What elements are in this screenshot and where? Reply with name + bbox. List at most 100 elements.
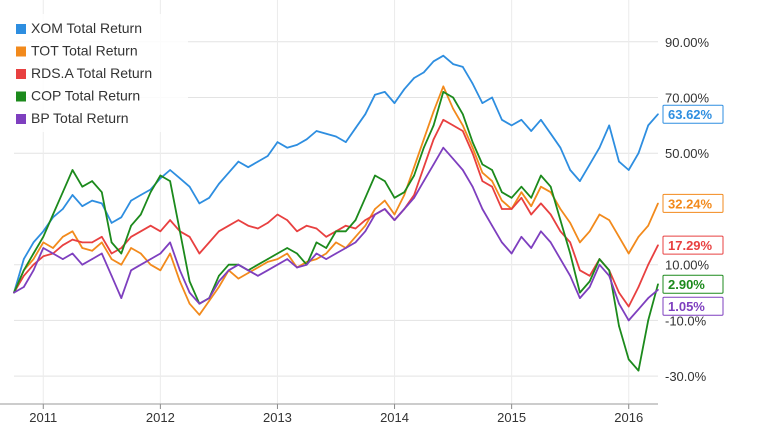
data-point bbox=[335, 230, 337, 233]
data-point bbox=[501, 119, 503, 121]
data-point bbox=[530, 247, 532, 249]
data-point bbox=[149, 224, 152, 227]
data-point bbox=[286, 146, 289, 149]
data-point bbox=[315, 252, 318, 255]
data-point bbox=[432, 138, 435, 141]
data-point bbox=[618, 325, 620, 327]
data-point bbox=[588, 286, 591, 288]
end-label-text: 17.29% bbox=[668, 238, 713, 253]
data-point bbox=[140, 213, 142, 216]
data-point bbox=[315, 258, 318, 260]
data-point bbox=[276, 213, 279, 216]
data-point bbox=[179, 230, 181, 233]
data-point bbox=[384, 208, 386, 210]
data-point bbox=[384, 199, 386, 202]
series-1 bbox=[13, 54, 659, 294]
data-point bbox=[325, 132, 328, 135]
data-point bbox=[647, 263, 649, 266]
legend-swatch bbox=[16, 91, 26, 102]
x-tick-label: 2014 bbox=[380, 410, 409, 425]
series-4 bbox=[13, 91, 659, 372]
data-point bbox=[657, 283, 659, 286]
data-point bbox=[510, 252, 513, 255]
data-point bbox=[198, 202, 201, 205]
data-point bbox=[657, 244, 659, 246]
end-label-box bbox=[662, 104, 724, 124]
data-point bbox=[413, 174, 415, 177]
data-point bbox=[657, 113, 659, 115]
data-point bbox=[608, 219, 610, 221]
data-point bbox=[130, 224, 132, 227]
data-point bbox=[423, 71, 425, 74]
data-point bbox=[237, 160, 240, 163]
data-point bbox=[296, 144, 298, 146]
end-label: 17.29% bbox=[662, 235, 724, 255]
data-point bbox=[569, 275, 571, 277]
data-point bbox=[208, 300, 210, 302]
data-point bbox=[569, 241, 571, 244]
data-point bbox=[120, 252, 123, 255]
legend-label: BP Total Return bbox=[31, 110, 129, 126]
data-point bbox=[462, 66, 464, 68]
data-point bbox=[559, 258, 562, 260]
data-point bbox=[198, 314, 201, 316]
legend-item: BP Total Return bbox=[16, 110, 129, 126]
data-point bbox=[384, 91, 386, 93]
data-point bbox=[296, 266, 298, 269]
data-point bbox=[637, 236, 640, 238]
data-point bbox=[42, 247, 45, 249]
data-point bbox=[13, 291, 15, 294]
legend-box bbox=[10, 14, 188, 132]
x-axis: 2011 2012 2013 2014 2015 2016 bbox=[0, 403, 658, 425]
data-point bbox=[305, 263, 308, 266]
data-point bbox=[637, 152, 640, 154]
data-point bbox=[71, 238, 74, 241]
data-point bbox=[471, 185, 474, 188]
data-point bbox=[423, 146, 425, 149]
data-point bbox=[110, 258, 113, 260]
data-point bbox=[393, 219, 396, 221]
legend-item: XOM Total Return bbox=[16, 20, 142, 36]
data-point bbox=[471, 146, 474, 149]
data-point bbox=[71, 169, 74, 171]
data-point bbox=[266, 222, 269, 224]
data-point bbox=[91, 258, 93, 260]
data-point bbox=[608, 124, 610, 127]
data-point bbox=[491, 180, 493, 182]
data-point bbox=[559, 219, 562, 221]
x-tick-label: 2013 bbox=[263, 410, 292, 425]
data-point bbox=[62, 191, 64, 193]
data-point bbox=[608, 269, 610, 272]
data-point bbox=[520, 191, 523, 193]
data-point bbox=[501, 191, 503, 193]
data-point bbox=[549, 132, 552, 135]
data-point bbox=[491, 169, 493, 171]
data-point bbox=[452, 158, 454, 160]
data-point bbox=[120, 263, 123, 266]
data-point bbox=[237, 263, 240, 266]
series-5 bbox=[13, 146, 659, 322]
data-point bbox=[598, 263, 601, 266]
data-point bbox=[169, 219, 171, 221]
x-tick-label: 2015 bbox=[497, 410, 526, 425]
end-label: 2.90% bbox=[662, 274, 724, 294]
data-point bbox=[530, 205, 532, 207]
legend-label: XOM Total Return bbox=[31, 20, 142, 36]
data-point bbox=[110, 222, 113, 224]
data-point bbox=[91, 250, 93, 252]
legend-label: COP Total Return bbox=[31, 88, 140, 104]
data-point bbox=[110, 252, 113, 255]
data-point bbox=[588, 163, 591, 166]
data-point bbox=[179, 177, 181, 180]
data-point bbox=[237, 277, 240, 280]
data-point bbox=[481, 102, 484, 104]
data-point bbox=[384, 180, 386, 182]
data-point bbox=[208, 241, 210, 244]
data-point bbox=[442, 54, 445, 57]
data-point bbox=[374, 208, 376, 210]
data-point bbox=[110, 241, 113, 244]
legend-label: TOT Total Return bbox=[31, 43, 138, 59]
data-point bbox=[286, 219, 289, 221]
data-point bbox=[501, 241, 503, 244]
data-point bbox=[42, 241, 45, 244]
